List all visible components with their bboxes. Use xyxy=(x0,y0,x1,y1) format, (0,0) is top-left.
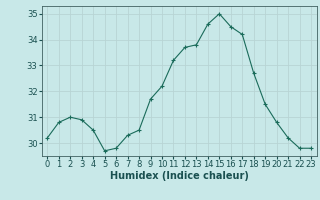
X-axis label: Humidex (Indice chaleur): Humidex (Indice chaleur) xyxy=(110,171,249,181)
